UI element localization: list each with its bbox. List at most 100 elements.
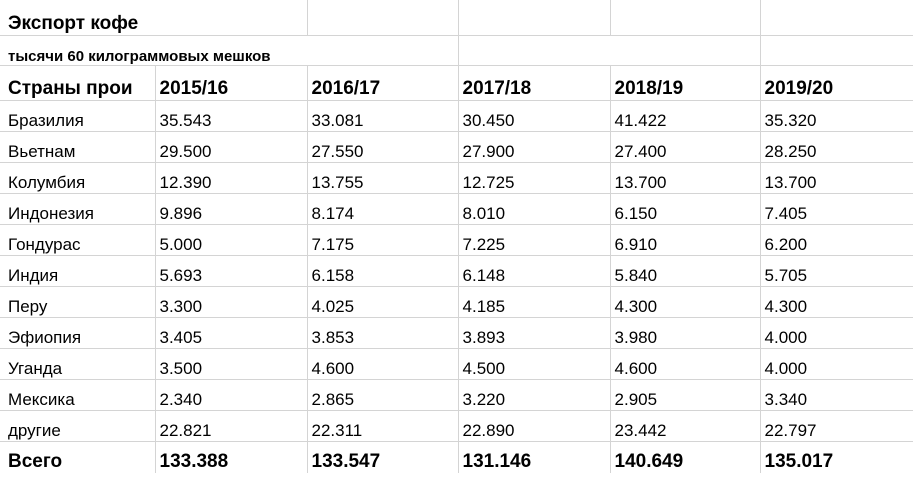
cell: 4.600 — [609, 348, 761, 380]
cell — [457, 0, 611, 36]
row-label: Эфиопия — [0, 317, 156, 349]
cell: 135.017 — [759, 441, 913, 473]
cell: 2.905 — [609, 379, 761, 411]
row-label: Всего — [0, 441, 156, 473]
cell: 27.400 — [609, 131, 761, 163]
data-row: Индонезия 9.896 8.174 8.010 6.150 7.405 — [0, 193, 913, 225]
cell: 28.250 — [759, 131, 913, 163]
row-label: Страны прои — [0, 65, 156, 101]
cell: 6.158 — [306, 255, 459, 287]
cell: 2017/18 — [457, 65, 611, 101]
cell — [306, 0, 459, 36]
row-label: Мексика — [0, 379, 156, 411]
cell: 3.340 — [759, 379, 913, 411]
data-row: другие 22.821 22.311 22.890 23.442 22.797 — [0, 410, 913, 442]
cell — [759, 0, 913, 36]
data-row: Эфиопия 3.405 3.853 3.893 3.980 4.000 — [0, 317, 913, 349]
cell: 5.693 — [154, 255, 308, 287]
cell: 4.025 — [306, 286, 459, 318]
cell: 133.388 — [154, 441, 308, 473]
cell: 4.000 — [759, 348, 913, 380]
row-label: Перу — [0, 286, 156, 318]
title: Экспорт кофе — [0, 0, 308, 36]
total-row: Всего 133.388 133.547 131.146 140.649 135.017 — [0, 441, 913, 473]
row-label: Уганда — [0, 348, 156, 380]
cell: 13.700 — [759, 162, 913, 194]
cell: 12.725 — [457, 162, 611, 194]
cell: 131.146 — [457, 441, 611, 473]
cell: 5.840 — [609, 255, 761, 287]
cell: 41.422 — [609, 100, 761, 132]
cell: 3.980 — [609, 317, 761, 349]
row-label: Колумбия — [0, 162, 156, 194]
title-row: Экспорт кофе — [0, 0, 913, 36]
cell: 3.500 — [154, 348, 308, 380]
cell: 3.893 — [457, 317, 611, 349]
cell: 13.700 — [609, 162, 761, 194]
cell: 7.225 — [457, 224, 611, 256]
cell: 5.000 — [154, 224, 308, 256]
subtitle-row: тысячи 60 килограммовых мешков — [0, 35, 913, 66]
cell: 7.175 — [306, 224, 459, 256]
row-label: Вьетнам — [0, 131, 156, 163]
cell: 3.853 — [306, 317, 459, 349]
cell: 4.000 — [759, 317, 913, 349]
cell: 33.081 — [306, 100, 459, 132]
data-row: Колумбия 12.390 13.755 12.725 13.700 13.700 — [0, 162, 913, 194]
data-row: Бразилия 35.543 33.081 30.450 41.422 35.320 — [0, 100, 913, 132]
cell: 8.174 — [306, 193, 459, 225]
cell: 22.797 — [759, 410, 913, 442]
cell: 4.185 — [457, 286, 611, 318]
cell: 22.821 — [154, 410, 308, 442]
cell: 2015/16 — [154, 65, 308, 101]
row-label: Гондурас — [0, 224, 156, 256]
cell — [457, 35, 761, 66]
data-row: Уганда 3.500 4.600 4.500 4.600 4.000 — [0, 348, 913, 380]
cell: 140.649 — [609, 441, 761, 473]
cell: 35.320 — [759, 100, 913, 132]
cell: 12.390 — [154, 162, 308, 194]
cell: 4.300 — [609, 286, 761, 318]
cell: 6.150 — [609, 193, 761, 225]
cell — [609, 0, 761, 36]
cell: 3.405 — [154, 317, 308, 349]
cell: 2016/17 — [306, 65, 459, 101]
cell: 6.200 — [759, 224, 913, 256]
data-row: Перу 3.300 4.025 4.185 4.300 4.300 — [0, 286, 913, 318]
cell — [759, 35, 913, 66]
cell: 2018/19 — [609, 65, 761, 101]
cell: 35.543 — [154, 100, 308, 132]
cell: 4.300 — [759, 286, 913, 318]
row-label: Индия — [0, 255, 156, 287]
cell: 6.148 — [457, 255, 611, 287]
cell: 2.865 — [306, 379, 459, 411]
data-row: Вьетнам 29.500 27.550 27.900 27.400 28.250 — [0, 131, 913, 163]
cell: 27.550 — [306, 131, 459, 163]
cell: 22.890 — [457, 410, 611, 442]
cell: 7.405 — [759, 193, 913, 225]
cell: 3.300 — [154, 286, 308, 318]
cell: 23.442 — [609, 410, 761, 442]
subtitle: тысячи 60 килограммовых мешков — [0, 35, 459, 66]
row-label: другие — [0, 410, 156, 442]
cell: 9.896 — [154, 193, 308, 225]
cell: 133.547 — [306, 441, 459, 473]
cell: 5.705 — [759, 255, 913, 287]
cell: 3.220 — [457, 379, 611, 411]
data-row: Индия 5.693 6.158 6.148 5.840 5.705 — [0, 255, 913, 287]
cell: 27.900 — [457, 131, 611, 163]
data-row: Гондурас 5.000 7.175 7.225 6.910 6.200 — [0, 224, 913, 256]
cell: 13.755 — [306, 162, 459, 194]
row-label: Бразилия — [0, 100, 156, 132]
cell: 30.450 — [457, 100, 611, 132]
header-row: Страны прои 2015/16 2016/17 2017/18 2018/19 2… — [0, 65, 913, 101]
cell: 2019/20 — [759, 65, 913, 101]
row-label: Индонезия — [0, 193, 156, 225]
cell: 2.340 — [154, 379, 308, 411]
cell: 29.500 — [154, 131, 308, 163]
cell: 6.910 — [609, 224, 761, 256]
cell: 4.500 — [457, 348, 611, 380]
